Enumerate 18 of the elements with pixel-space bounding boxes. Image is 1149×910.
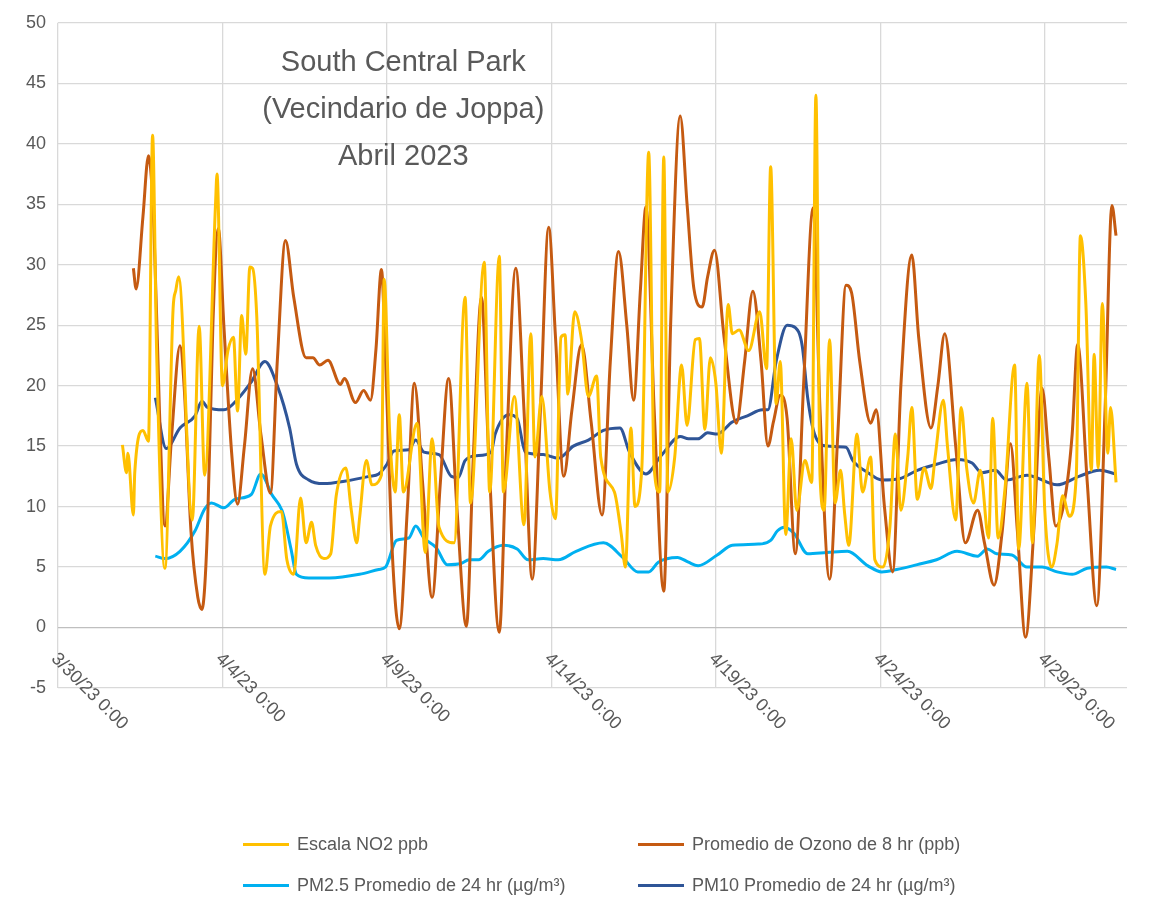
y-tick-label: 30 <box>25 253 46 274</box>
legend-label: Escala NO2 ppb <box>297 834 429 855</box>
legend-label: PM2.5 Promedio de 24 hr (µg/m³) <box>297 875 566 896</box>
line-series <box>120 93 1118 576</box>
legend-label: Promedio de Ozono de 8 hr (ppb) <box>692 834 961 855</box>
y-tick-label: 15 <box>25 435 46 456</box>
y-tick-label: 25 <box>25 314 46 335</box>
legend-label: PM10 Promedio de 24 hr (µg/m³) <box>692 875 956 896</box>
y-tick-label: 0 <box>35 616 46 637</box>
y-tick-label: 45 <box>25 72 46 93</box>
y-tick-label: 50 <box>25 11 46 32</box>
text: South Central Park (Vecindario de Joppa) Abril 2023 <box>262 44 545 171</box>
y-tick-label: 10 <box>25 495 46 516</box>
y-tick-label: -5 <box>29 676 46 697</box>
y-tick-label: 20 <box>25 374 46 395</box>
y-tick-label: 35 <box>25 193 46 214</box>
y-tick-label: 40 <box>25 132 46 153</box>
y-tick-label: 5 <box>35 556 46 577</box>
